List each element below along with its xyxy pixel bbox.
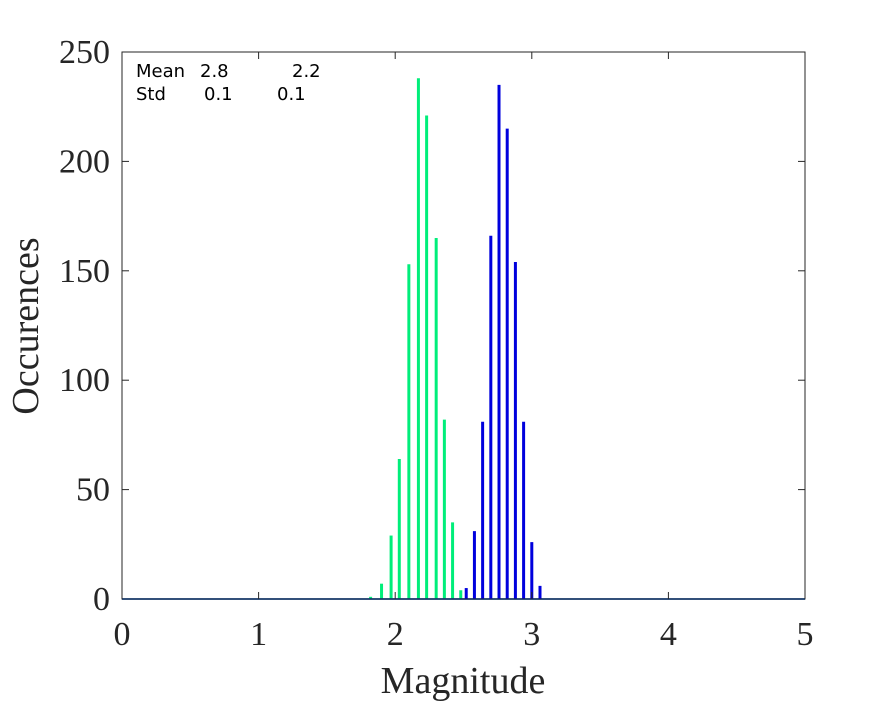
x-tick-label: 1 [250, 616, 267, 653]
x-tick-label: 4 [660, 616, 677, 653]
x-tick-label: 0 [114, 616, 131, 653]
stats-std-value-2: 0.1 [277, 84, 306, 105]
y-tick-label: 0 [93, 581, 110, 618]
x-tick-label: 3 [523, 616, 540, 653]
y-tick-label: 50 [76, 472, 110, 509]
y-tick-label: 150 [59, 253, 110, 290]
stats-mean-label: Mean [136, 61, 185, 82]
stats-std-value-1: 0.1 [204, 84, 233, 105]
plot-frame [121, 51, 806, 600]
y-tick-label: 250 [59, 34, 110, 71]
bars-group [122, 78, 805, 600]
x-axis-label: Magnitude [381, 660, 546, 702]
y-tick-label: 200 [59, 143, 110, 180]
x-tick-label: 2 [387, 616, 404, 653]
stats-annotation: Mean 2.8 2.2 Std 0.1 0.1 [136, 61, 321, 105]
stats-mean-value-1: 2.8 [200, 61, 229, 82]
x-tick-label: 5 [797, 616, 814, 653]
stats-mean-value-2: 2.2 [292, 61, 321, 82]
y-axis-label: Occurences [5, 237, 47, 414]
stats-std-label: Std [136, 84, 166, 105]
y-tick-label: 100 [59, 362, 110, 399]
